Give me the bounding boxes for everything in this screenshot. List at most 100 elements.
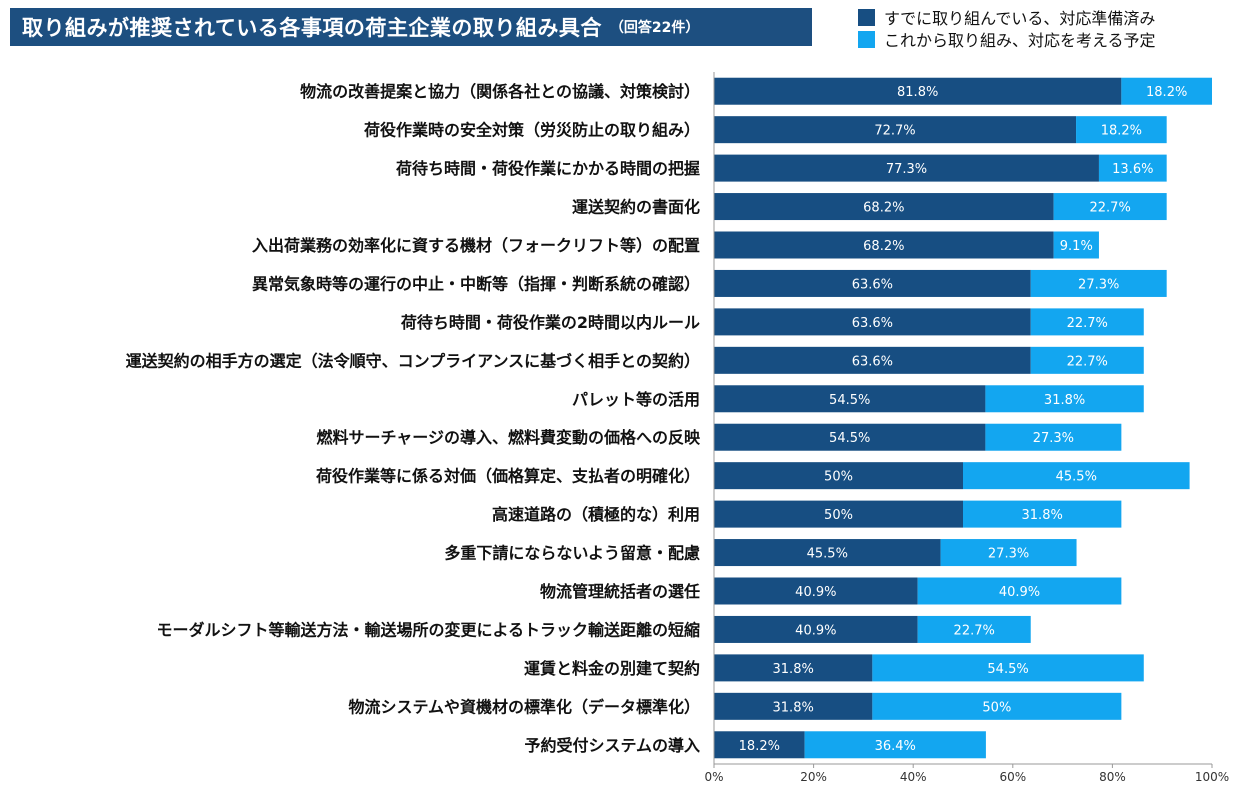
bar-done-6 <box>714 308 1031 336</box>
value-label-done-12: 45.5% <box>807 547 848 562</box>
bar-done-5 <box>714 269 1031 297</box>
bar-done-12 <box>714 539 941 567</box>
category-label-0: 物流の改善提案と協力（関係各社との協議、対策検討） <box>300 82 700 101</box>
value-label-done-3: 68.2% <box>863 201 904 216</box>
legend-swatch-done <box>858 8 875 26</box>
value-label-planned-14: 22.7% <box>954 623 995 638</box>
category-label-2: 荷待ち時間・荷役作業にかかる時間の把握 <box>396 159 700 178</box>
bar-done-17 <box>714 731 805 759</box>
x-tick-label-5: 100% <box>1195 770 1229 784</box>
value-label-done-15: 31.8% <box>773 662 814 677</box>
value-label-planned-9: 27.3% <box>1033 431 1074 446</box>
category-label-17: 予約受付システムの導入 <box>524 736 700 755</box>
chart-subtitle: （回答22件） <box>609 20 700 36</box>
category-label-10: 荷役作業等に係る対価（価格算定、支払者の明確化） <box>316 467 700 486</box>
value-label-planned-3: 22.7% <box>1090 201 1131 216</box>
bar-planned-15 <box>872 654 1144 682</box>
bar-planned-9 <box>985 423 1122 451</box>
bar-done-14 <box>714 615 918 643</box>
category-label-11: 高速道路の（積極的な）利用 <box>492 505 700 524</box>
category-label-15: 運賃と料金の別建て契約 <box>524 659 700 678</box>
category-label-3: 運送契約の書面化 <box>572 198 700 217</box>
bar-done-13 <box>714 577 918 605</box>
bar-done-8 <box>714 385 986 413</box>
bar-planned-5 <box>1030 269 1167 297</box>
value-label-done-1: 72.7% <box>874 124 915 139</box>
value-label-planned-0: 18.2% <box>1146 85 1187 100</box>
bar-planned-6 <box>1030 308 1144 336</box>
bar-done-9 <box>714 423 986 451</box>
category-label-7: 運送契約の相手方の選定（法令順守、コンプライアンスに基づく相手との契約） <box>126 351 700 370</box>
x-tick-label-1: 20% <box>800 770 827 784</box>
value-label-planned-5: 27.3% <box>1078 277 1119 292</box>
bar-planned-16 <box>872 692 1122 720</box>
value-label-planned-13: 40.9% <box>999 585 1040 600</box>
category-label-16: 物流システムや資機材の標準化（データ標準化） <box>348 697 700 716</box>
value-label-done-16: 31.8% <box>773 700 814 715</box>
bar-planned-10 <box>963 462 1190 490</box>
category-label-9: 燃料サーチャージの導入、燃料費変動の価格への反映 <box>316 428 701 447</box>
value-label-done-10: 50% <box>824 470 853 485</box>
x-tick-label-3: 60% <box>999 770 1026 784</box>
bar-done-7 <box>714 346 1031 374</box>
value-label-done-5: 63.6% <box>852 277 893 292</box>
category-label-4: 入出荷業務の効率化に資する機材（フォークリフト等）の配置 <box>252 236 700 255</box>
value-label-done-11: 50% <box>824 508 853 523</box>
bar-planned-0 <box>1121 77 1212 105</box>
bar-planned-11 <box>963 500 1122 528</box>
value-label-done-13: 40.9% <box>795 585 836 600</box>
legend-item-planned: これから取り組み、対応を考える予定 <box>858 28 1156 50</box>
value-label-planned-16: 50% <box>982 700 1011 715</box>
value-label-planned-11: 31.8% <box>1022 508 1063 523</box>
value-label-planned-12: 27.3% <box>988 547 1029 562</box>
category-label-5: 異常気象時等の運行の中止・中断等（指揮・判断系統の確認） <box>252 274 700 293</box>
value-label-done-7: 63.6% <box>852 354 893 369</box>
value-label-planned-4: 9.1% <box>1060 239 1093 254</box>
bar-done-10 <box>714 462 963 490</box>
bar-planned-4 <box>1053 231 1099 259</box>
value-label-done-6: 63.6% <box>852 316 893 331</box>
legend: すでに取り組んでいる、対応準備済み これから取り組み、対応を考える予定 <box>858 6 1156 50</box>
value-label-done-4: 68.2% <box>863 239 904 254</box>
category-label-12: 多重下請にならないよう留意・配慮 <box>444 544 700 563</box>
bar-planned-2 <box>1098 154 1167 182</box>
value-label-planned-15: 54.5% <box>987 662 1028 677</box>
bar-done-2 <box>714 154 1099 182</box>
value-label-planned-6: 22.7% <box>1067 316 1108 331</box>
value-label-done-0: 81.8% <box>897 85 938 100</box>
bar-planned-7 <box>1030 346 1144 374</box>
value-label-planned-17: 36.4% <box>875 739 916 754</box>
bar-done-3 <box>714 193 1054 221</box>
bar-planned-3 <box>1053 193 1167 221</box>
value-label-planned-1: 18.2% <box>1101 124 1142 139</box>
bar-planned-13 <box>917 577 1122 605</box>
value-label-planned-2: 13.6% <box>1112 162 1153 177</box>
bar-done-1 <box>714 116 1077 144</box>
x-tick-label-4: 80% <box>1099 770 1126 784</box>
bar-planned-1 <box>1076 116 1167 144</box>
x-tick-label-0: 0% <box>704 770 723 784</box>
value-label-done-14: 40.9% <box>795 623 836 638</box>
chart-title-banner: 取り組みが推奨されている各事項の荷主企業の取り組み具合 （回答22件） <box>10 8 812 46</box>
bar-done-15 <box>714 654 873 682</box>
category-label-14: モーダルシフト等輸送方法・輸送場所の変更によるトラック輸送距離の短縮 <box>156 620 700 639</box>
category-label-6: 荷待ち時間・荷役作業の2時間以内ルール <box>401 313 700 332</box>
bar-done-0 <box>714 77 1122 105</box>
legend-swatch-planned <box>858 30 875 48</box>
value-label-done-9: 54.5% <box>829 431 870 446</box>
bar-planned-17 <box>804 731 986 759</box>
bar-planned-12 <box>940 539 1077 567</box>
value-label-planned-7: 22.7% <box>1067 354 1108 369</box>
bar-done-16 <box>714 692 873 720</box>
value-label-done-8: 54.5% <box>829 393 870 408</box>
chart-title: 取り組みが推奨されている各事項の荷主企業の取り組み具合 <box>22 16 602 40</box>
value-label-done-17: 18.2% <box>739 739 780 754</box>
bar-done-11 <box>714 500 963 528</box>
legend-label-planned: これから取り組み、対応を考える予定 <box>884 31 1156 50</box>
legend-item-done: すでに取り組んでいる、対応準備済み <box>858 6 1156 28</box>
value-label-planned-8: 31.8% <box>1044 393 1085 408</box>
value-label-done-2: 77.3% <box>886 162 927 177</box>
category-label-1: 荷役作業時の安全対策（労災防止の取り組み） <box>364 121 700 140</box>
legend-label-done: すでに取り組んでいる、対応準備済み <box>884 9 1156 28</box>
